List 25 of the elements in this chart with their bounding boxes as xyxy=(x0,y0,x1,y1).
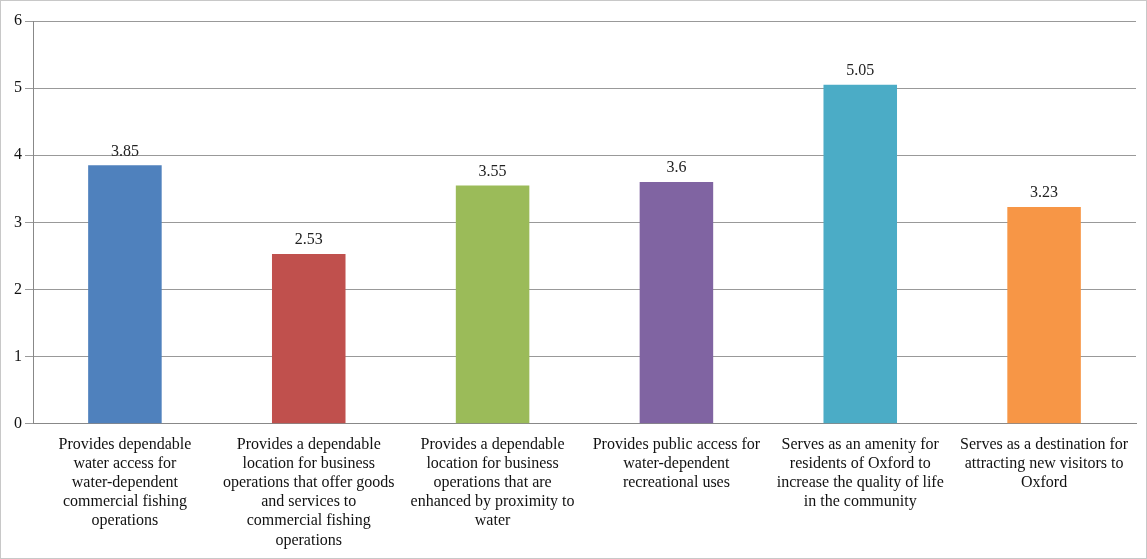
bar xyxy=(639,182,714,424)
y-tick-label: 3 xyxy=(14,212,22,230)
y-tick-label: 6 xyxy=(14,11,22,29)
x-tick-label: Provides a dependable location for business operations that are enhanced by proximity to water xyxy=(410,434,575,529)
bar xyxy=(455,185,530,424)
data-label: 2.53 xyxy=(294,230,323,248)
bar xyxy=(88,165,162,424)
x-tick-label: Provides dependable water access for water-dependent commercial fishing operations xyxy=(58,434,192,530)
data-label: 3.55 xyxy=(478,161,507,179)
bar xyxy=(823,84,898,424)
data-label: 3.23 xyxy=(1030,183,1059,201)
bar xyxy=(1007,206,1081,424)
x-tick-label: Provides public access for water-dependent recreational uses xyxy=(592,434,761,490)
y-tick-label: 5 xyxy=(14,78,22,96)
y-tick-label: 0 xyxy=(14,414,22,431)
data-label: 3.85 xyxy=(110,141,139,159)
data-label: 5.05 xyxy=(846,60,875,78)
y-tick-label: 1 xyxy=(14,346,22,364)
x-tick-label: Serves as a destination for attracting new visitors to Oxford xyxy=(960,434,1129,490)
y-tick-label: 4 xyxy=(14,145,22,163)
x-tick-label: Serves as an amenity for residents of Oxford to increase the quality of life in the community xyxy=(776,434,944,511)
y-tick-label: 2 xyxy=(14,279,22,297)
data-label: 3.6 xyxy=(666,158,687,176)
bar xyxy=(271,253,346,424)
x-tick-label: Provides a dependable location for business operations that offer goods and services to commercial fishing operations xyxy=(222,434,395,549)
